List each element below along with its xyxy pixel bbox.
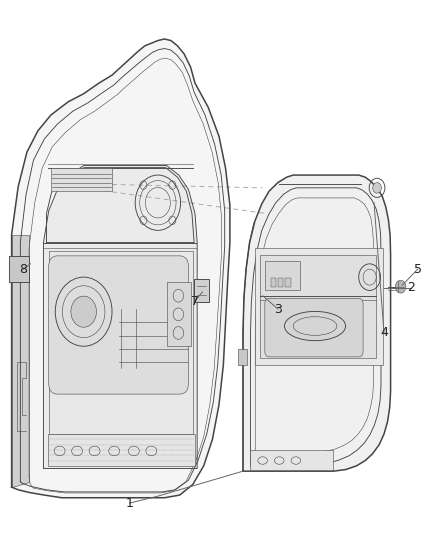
Polygon shape xyxy=(166,282,191,346)
Circle shape xyxy=(373,182,381,193)
Polygon shape xyxy=(51,168,112,191)
Polygon shape xyxy=(49,251,193,434)
Polygon shape xyxy=(238,349,247,365)
Text: 4: 4 xyxy=(380,326,388,340)
Polygon shape xyxy=(255,248,383,365)
Text: 7: 7 xyxy=(191,295,199,308)
Polygon shape xyxy=(43,165,197,469)
Polygon shape xyxy=(265,261,300,290)
Polygon shape xyxy=(278,278,283,287)
Polygon shape xyxy=(251,450,333,470)
FancyBboxPatch shape xyxy=(265,298,363,357)
Text: 2: 2 xyxy=(407,281,415,294)
Text: 1: 1 xyxy=(126,497,134,510)
Polygon shape xyxy=(261,255,376,358)
Polygon shape xyxy=(243,175,391,471)
Polygon shape xyxy=(12,39,230,498)
FancyBboxPatch shape xyxy=(49,256,188,394)
Polygon shape xyxy=(271,278,276,287)
Circle shape xyxy=(71,296,96,327)
Text: 5: 5 xyxy=(413,263,422,276)
Text: 3: 3 xyxy=(274,303,282,316)
Polygon shape xyxy=(194,279,209,302)
Text: 8: 8 xyxy=(19,263,28,276)
Polygon shape xyxy=(12,235,29,487)
Polygon shape xyxy=(10,256,29,282)
Polygon shape xyxy=(48,434,195,466)
Polygon shape xyxy=(286,278,290,287)
Circle shape xyxy=(396,280,406,293)
